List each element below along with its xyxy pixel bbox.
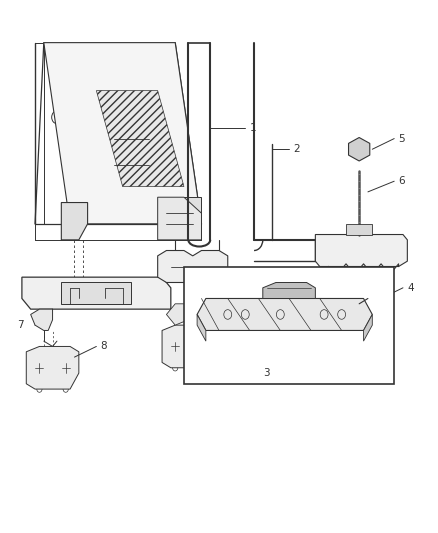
Polygon shape xyxy=(350,314,377,320)
Polygon shape xyxy=(263,282,315,298)
Polygon shape xyxy=(184,197,201,224)
Polygon shape xyxy=(364,314,372,341)
Text: 4: 4 xyxy=(407,283,414,293)
Polygon shape xyxy=(158,251,228,282)
Text: 8: 8 xyxy=(101,342,107,351)
Polygon shape xyxy=(22,277,171,309)
Polygon shape xyxy=(96,91,184,187)
Polygon shape xyxy=(61,282,131,304)
Text: 7: 7 xyxy=(18,320,24,330)
Polygon shape xyxy=(44,43,201,224)
Polygon shape xyxy=(158,197,201,240)
Text: 5: 5 xyxy=(399,134,405,143)
Polygon shape xyxy=(352,287,375,310)
Polygon shape xyxy=(31,309,53,330)
Text: 3: 3 xyxy=(263,368,269,378)
Polygon shape xyxy=(61,203,88,240)
Polygon shape xyxy=(346,224,372,235)
Polygon shape xyxy=(315,235,407,266)
Polygon shape xyxy=(349,138,370,161)
Text: 1: 1 xyxy=(250,123,256,133)
Polygon shape xyxy=(26,346,79,389)
Text: 2: 2 xyxy=(293,144,300,154)
Text: 6: 6 xyxy=(399,176,405,186)
Polygon shape xyxy=(197,298,372,330)
Polygon shape xyxy=(197,314,206,341)
Polygon shape xyxy=(162,325,219,368)
Polygon shape xyxy=(166,304,188,325)
Bar xyxy=(184,266,394,384)
